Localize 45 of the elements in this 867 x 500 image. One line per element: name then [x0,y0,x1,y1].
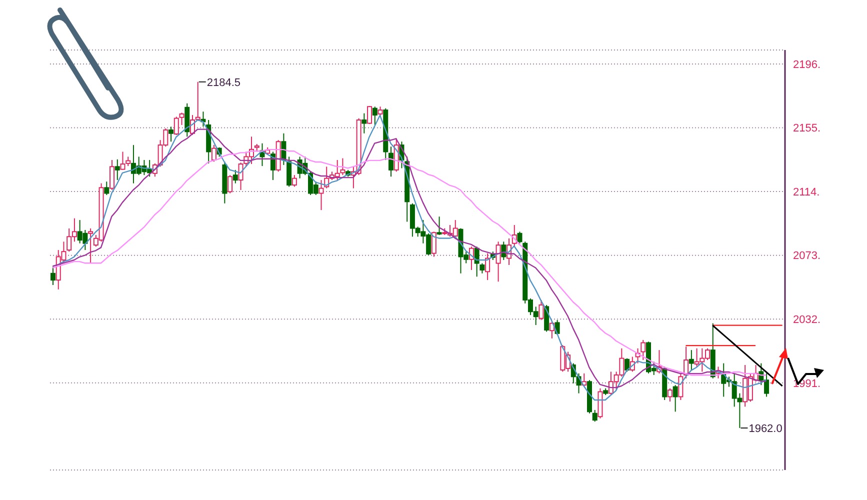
annotation: 1962.0 [748,423,782,435]
candlestick [110,159,115,190]
candlestick [436,216,442,236]
y-tick-label: 2073. [793,250,821,262]
candlestick [538,299,544,321]
candlestick [228,174,233,194]
candlestick [88,228,94,264]
candlestick [292,174,297,188]
candlestick [667,388,672,402]
candlestick [286,156,292,188]
candlestick [640,339,646,361]
annotation: 2184.5 [206,76,241,89]
y-tick-label: 2155. [793,122,821,135]
y-tick-label: 2032. [793,314,821,326]
candlestick [474,246,480,278]
candlestick [496,241,501,282]
candlestick [485,252,490,281]
candlestick [168,126,174,142]
candlestick [688,350,694,370]
candlestick [367,106,372,125]
candlestick [480,262,485,274]
y-tick-label: 2114. [793,186,820,198]
line-series [712,324,784,387]
y-tick-label: 2196. [793,58,821,71]
candlestick [378,106,383,118]
candlestick [592,409,598,422]
candlestick [104,181,110,196]
candlestick [362,112,367,134]
candlestick [174,116,179,136]
candlestick [684,346,689,379]
candlestick [678,372,684,400]
candlestick [372,106,378,126]
candlestick [624,358,630,372]
candlestick [388,146,394,178]
candlestick [114,158,120,181]
candlestick [431,231,436,258]
candlestick [318,180,324,211]
candlestick [232,169,238,184]
candlestick [672,384,678,412]
candlestick [340,158,346,176]
candlestick [544,304,550,332]
candlestick [517,231,522,244]
candlestick [50,266,56,286]
candlestick [211,144,216,162]
candlestick [179,112,184,126]
